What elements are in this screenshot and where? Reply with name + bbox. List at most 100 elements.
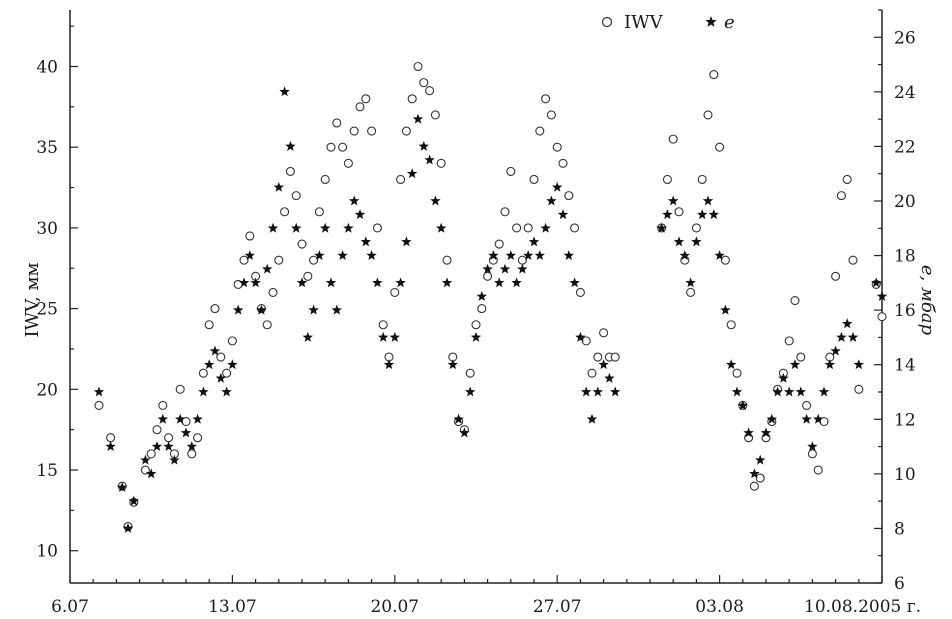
- e-point: [169, 454, 180, 465]
- iwv-point: [674, 207, 684, 217]
- legend-star-marker: [705, 16, 717, 27]
- left-tick-label: 35: [36, 138, 58, 158]
- e-point: [737, 400, 749, 411]
- e-point: [563, 250, 575, 261]
- e-point: [360, 236, 372, 247]
- e-point: [505, 250, 517, 261]
- left-tick-label: 20: [36, 380, 58, 400]
- e-point: [198, 386, 209, 397]
- iwv-point: [802, 400, 812, 411]
- iwv-point: [593, 352, 603, 362]
- iwv-point: [668, 134, 678, 144]
- e-point: [273, 181, 285, 192]
- left-tick-label: 10: [36, 542, 58, 562]
- e-point: [685, 277, 696, 288]
- e-point: [163, 441, 174, 452]
- iwv-point: [662, 174, 672, 185]
- e-point: [244, 250, 256, 261]
- e-point: [667, 195, 679, 206]
- iwv-point: [378, 320, 388, 330]
- e-point: [476, 291, 488, 301]
- iwv-point: [477, 304, 487, 314]
- iwv-point: [796, 352, 806, 362]
- e-point: [511, 277, 522, 288]
- iwv-point: [204, 320, 214, 330]
- right-tick-label: 16: [894, 301, 916, 321]
- e-point: [522, 250, 534, 261]
- right-tick-label: 6: [894, 574, 905, 594]
- plot-frame: [69, 10, 883, 584]
- iwv-point: [564, 191, 574, 201]
- e-point: [441, 277, 453, 288]
- iwv-point: [198, 368, 208, 378]
- e-point: [696, 209, 708, 220]
- left-tick-label: 40: [36, 57, 58, 77]
- e-point: [331, 304, 343, 315]
- right-tick-label: 10: [894, 465, 916, 485]
- e-point: [836, 331, 847, 342]
- e-point: [186, 441, 198, 452]
- e-point: [238, 277, 250, 288]
- e-point: [488, 250, 499, 261]
- e-point: [93, 386, 105, 397]
- iwv-point: [343, 158, 353, 168]
- e-point: [789, 359, 801, 370]
- e-point: [435, 222, 447, 233]
- iwv-point: [372, 223, 382, 233]
- e-point: [778, 372, 789, 383]
- iwv-point: [755, 473, 765, 483]
- e-point: [366, 250, 377, 261]
- iwv-point: [610, 352, 620, 362]
- e-point: [482, 263, 493, 274]
- e-point: [459, 427, 470, 438]
- iwv-point: [303, 271, 313, 281]
- e-point: [876, 291, 888, 301]
- legend-label-iwv: IWV: [624, 12, 664, 33]
- e-point: [377, 331, 389, 342]
- e-point: [447, 359, 459, 370]
- right-tick-label: 20: [894, 192, 916, 212]
- e-point: [720, 304, 731, 315]
- iwv-point: [686, 287, 696, 298]
- e-point: [772, 386, 783, 397]
- e-point: [679, 250, 691, 261]
- e-point: [609, 386, 621, 397]
- iwv-point: [471, 320, 481, 330]
- e-point: [546, 195, 557, 206]
- right-y-axis: 6 8 10 12 14 16 18 20 22 24 26: [874, 9, 916, 594]
- iwv-point: [425, 86, 435, 96]
- e-point: [731, 386, 743, 397]
- iwv-point: [877, 312, 887, 322]
- x-tick-label: 03.08: [695, 597, 744, 617]
- iwv-point: [210, 304, 220, 314]
- iwv-point: [193, 433, 203, 443]
- e-point: [754, 454, 766, 465]
- x-tick-label: 27.07: [533, 597, 582, 617]
- iwv-point: [552, 142, 562, 152]
- e-point: [406, 168, 418, 179]
- iwv-point: [140, 465, 150, 475]
- left-axis-title: IWV, мм: [22, 263, 43, 338]
- e-point: [412, 113, 424, 124]
- e-point: [575, 331, 586, 342]
- iwv-point: [419, 78, 429, 88]
- e-point: [105, 441, 116, 452]
- iwv-point: [442, 255, 452, 265]
- iwv-point: [291, 191, 301, 201]
- e-point: [430, 195, 441, 206]
- e-point: [841, 318, 853, 329]
- e-point: [604, 372, 615, 383]
- right-tick-label: 22: [894, 137, 916, 157]
- iwv-point: [575, 287, 585, 298]
- e-point: [708, 209, 720, 220]
- e-point: [534, 250, 546, 261]
- iwv-point: [831, 271, 841, 281]
- left-tick-label: 25: [36, 300, 58, 320]
- iwv-point: [320, 174, 330, 185]
- iwv-point: [848, 255, 858, 265]
- iwv-point: [222, 368, 232, 378]
- iwv-point: [314, 207, 324, 217]
- iwv-point: [691, 223, 701, 233]
- right-tick-label: 18: [894, 247, 916, 267]
